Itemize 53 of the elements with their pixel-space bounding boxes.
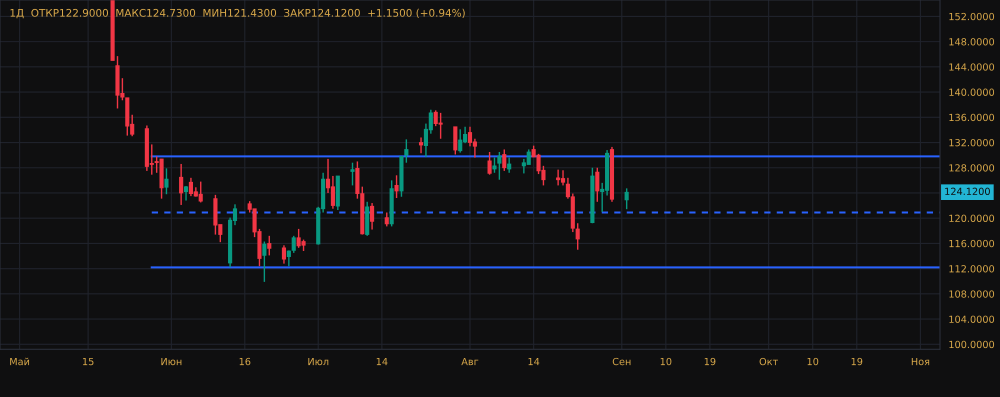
candlestick bbox=[488, 151, 492, 176]
candlestick bbox=[492, 156, 497, 174]
candlestick bbox=[453, 126, 458, 156]
candlestick bbox=[286, 250, 291, 267]
candlestick bbox=[394, 174, 399, 199]
candlestick bbox=[576, 222, 580, 250]
y-tick-label: 136.0000 bbox=[949, 114, 994, 122]
y-tick-label: 120.0000 bbox=[949, 214, 994, 222]
x-tick-label: 16 bbox=[240, 358, 250, 366]
x-tick-label: 10 bbox=[808, 358, 818, 366]
y-tick-label: 140.0000 bbox=[949, 88, 994, 96]
x-tick-label: 14 bbox=[376, 358, 388, 366]
y-tick-label: 108.0000 bbox=[949, 290, 994, 298]
y-tick-label: 112.0000 bbox=[949, 265, 994, 272]
candlestick bbox=[370, 202, 374, 230]
candlestick bbox=[282, 244, 286, 264]
candlestick bbox=[292, 235, 296, 254]
y-tick-label: 104.0000 bbox=[949, 316, 994, 323]
candlestick bbox=[418, 136, 424, 154]
candlestick bbox=[404, 138, 408, 164]
text: 1Д ОТКР122.9000 МАКС124.7300 МИН121.4300 ЗАКР124.1200 +1.1500 (+0.94%) bbox=[10, 8, 465, 18]
candlestick bbox=[384, 212, 389, 228]
y-tick-label: 128.0000 bbox=[949, 164, 994, 172]
x-tick-label: Май bbox=[10, 358, 30, 366]
y-tick-label: 144.0000 bbox=[949, 63, 994, 71]
x-tick-label: Ноя bbox=[912, 358, 930, 366]
candlestick bbox=[267, 235, 272, 256]
candlestick bbox=[502, 148, 506, 172]
candlestick bbox=[179, 163, 184, 206]
x-tick-label: 19 bbox=[704, 358, 716, 366]
x-tick-label: Июл bbox=[308, 358, 328, 366]
candlestick bbox=[497, 151, 502, 180]
x-tick-label: Июн bbox=[161, 358, 182, 366]
y-tick-label: 148.0000 bbox=[949, 38, 994, 46]
candlestick bbox=[507, 156, 512, 174]
candlestick bbox=[164, 168, 169, 195]
candlestick bbox=[184, 185, 188, 202]
text: 124.1200 bbox=[945, 188, 990, 196]
candlestick bbox=[624, 188, 629, 210]
candlestick bbox=[262, 240, 266, 283]
x-tick-label: 15 bbox=[83, 358, 94, 366]
y-tick-label: 152.0000 bbox=[949, 12, 994, 20]
y-tick-label: 116.0000 bbox=[949, 240, 994, 248]
x-tick-label: Окт bbox=[760, 358, 778, 366]
y-tick-label: 132.0000 bbox=[949, 138, 994, 146]
y-tick-label: 100.0000 bbox=[949, 340, 994, 348]
x-tick-label: Сен bbox=[612, 358, 630, 366]
x-tick-label: 10 bbox=[660, 358, 672, 366]
x-tick-label: Авг bbox=[461, 358, 478, 366]
x-tick-label: 14 bbox=[528, 358, 540, 366]
x-tick-label: 19 bbox=[852, 358, 862, 366]
candlestick bbox=[350, 162, 355, 186]
candlestick bbox=[595, 167, 600, 202]
